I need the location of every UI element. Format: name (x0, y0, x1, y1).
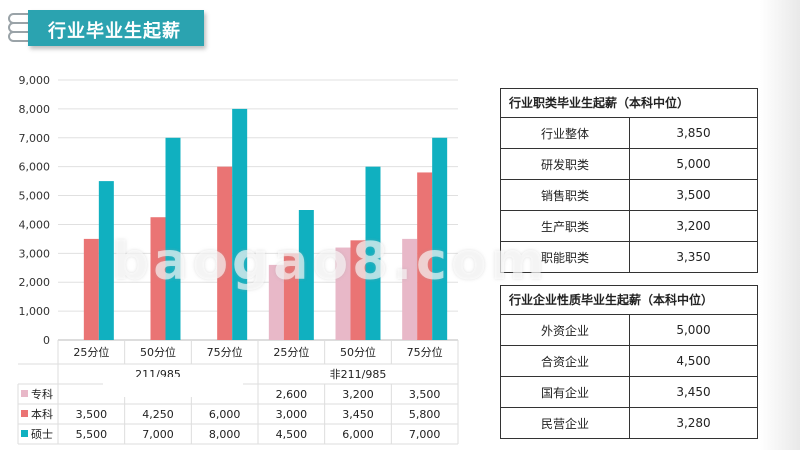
bar-1-5 (335, 247, 351, 340)
table-cell-label: 生产职类 (501, 211, 630, 241)
x-category-label: 75分位 (207, 345, 243, 359)
table-row: 销售职类 3,500 (501, 180, 757, 211)
x-category-label: 75分位 (407, 345, 443, 359)
table-cell-label: 民营企业 (501, 408, 630, 438)
data-label: 3,000 (276, 408, 308, 421)
data-label: 3,450 (342, 408, 374, 421)
table-cell-label: 国有企业 (501, 377, 630, 407)
legend-label: 硕士 (31, 428, 53, 441)
table-title: 行业企业性质毕业生起薪（本科中位） (501, 286, 757, 315)
table-title: 行业职类毕业生起薪（本科中位） (501, 89, 757, 118)
bar-3-1 (98, 181, 114, 340)
data-label: 4,250 (142, 408, 174, 421)
table-cell-label: 职能职类 (501, 242, 630, 272)
table-row: 外资企业 5,000 (501, 315, 757, 346)
data-label: 4,500 (276, 428, 308, 441)
slide-edge-shadow (760, 0, 800, 450)
bar-3-2 (165, 137, 181, 340)
page-title: 行业毕业生起薪 (48, 21, 181, 42)
legend-label: 专科 (31, 387, 53, 401)
y-tick-label: 2,000 (19, 276, 51, 289)
table-row: 行业整体 3,850 (501, 118, 757, 149)
data-label: 5,500 (76, 428, 108, 441)
job-category-salary-table: 行业职类毕业生起薪（本科中位） 行业整体 3,850 研发职类 5,000 销售… (500, 88, 758, 273)
table-cell-value: 5,000 (676, 323, 711, 337)
redaction-patch (103, 377, 243, 397)
bar-2-4 (283, 253, 299, 340)
legend-swatch (21, 390, 28, 397)
data-label: 2,600 (276, 388, 308, 401)
table-cell-value: 4,500 (676, 354, 711, 368)
data-label: 3,500 (409, 388, 441, 401)
y-tick-label: 4,000 (19, 218, 51, 231)
y-tick-label: 5,000 (19, 190, 51, 203)
data-label: 7,000 (409, 428, 441, 441)
chart-gridlines (58, 79, 458, 341)
y-tick-label: 9,000 (19, 74, 51, 87)
legend-swatch (21, 430, 28, 437)
table-cell-label: 销售职类 (501, 180, 630, 210)
x-category-label: 25分位 (73, 345, 109, 359)
salary-bar-chart: 9,000 8,000 7,000 6,000 5,000 4,000 3,000 2,000… (17, 74, 459, 445)
data-label: 8,000 (209, 428, 241, 441)
y-tick-label: 8,000 (19, 103, 51, 116)
table-cell-value: 5,000 (676, 157, 711, 171)
chart-bars (83, 108, 448, 340)
data-label: 3,500 (76, 408, 108, 421)
table-row: 职能职类 3,350 (501, 242, 757, 272)
data-label: 7,000 (142, 428, 174, 441)
title-banner: 行业毕业生起薪 (28, 10, 204, 46)
table-row: 生产职类 3,200 (501, 211, 757, 242)
data-label: 6,000 (209, 408, 241, 421)
data-label: 6,000 (342, 428, 374, 441)
table-cell-label: 行业整体 (501, 118, 630, 148)
bar-1-6 (402, 238, 418, 340)
ownership-type-salary-table: 行业企业性质毕业生起薪（本科中位） 外资企业 5,000 合资企业 4,500 … (500, 285, 758, 439)
table-cell-value: 3,450 (676, 385, 711, 399)
table-row: 国有企业 3,450 (501, 377, 757, 408)
table-cell-value: 3,850 (676, 126, 711, 140)
legend-label: 本科 (31, 407, 53, 421)
x-group-label: 非211/985 (330, 368, 387, 381)
table-row: 研发职类 5,000 (501, 149, 757, 180)
bar-3-6 (432, 137, 448, 340)
bar-2-3 (217, 166, 233, 340)
bar-1-4 (268, 264, 284, 340)
table-cell-value: 3,200 (676, 219, 711, 233)
bar-2-6 (417, 172, 433, 340)
bar-2-5 (350, 240, 366, 340)
table-row: 合资企业 4,500 (501, 346, 757, 377)
table-cell-label: 外资企业 (501, 315, 630, 345)
data-label: 3,200 (342, 388, 374, 401)
table-cell-value: 3,500 (676, 188, 711, 202)
y-tick-label: 0 (43, 334, 50, 347)
y-tick-label: 6,000 (19, 161, 51, 174)
x-category-label: 50分位 (140, 345, 176, 359)
bar-3-3 (232, 108, 248, 340)
y-tick-label: 1,000 (19, 305, 51, 318)
y-axis-ticks: 9,000 8,000 7,000 6,000 5,000 4,000 3,000 2,000… (19, 74, 51, 347)
y-tick-label: 3,000 (19, 247, 51, 260)
table-row: 民营企业 3,280 (501, 408, 757, 438)
legend-swatch (21, 410, 28, 417)
table-cell-label: 研发职类 (501, 149, 630, 179)
bar-3-5 (365, 166, 381, 340)
table-cell-value: 3,280 (676, 416, 711, 430)
bar-3-4 (298, 210, 314, 340)
table-cell-label: 合资企业 (501, 346, 630, 376)
x-category-label: 50分位 (340, 345, 376, 359)
data-label: 5,800 (409, 408, 441, 421)
y-tick-label: 7,000 (19, 132, 51, 145)
bar-2-1 (83, 238, 99, 340)
table-cell-value: 3,350 (676, 250, 711, 264)
x-category-label: 25分位 (273, 345, 309, 359)
bar-2-2 (150, 217, 166, 340)
